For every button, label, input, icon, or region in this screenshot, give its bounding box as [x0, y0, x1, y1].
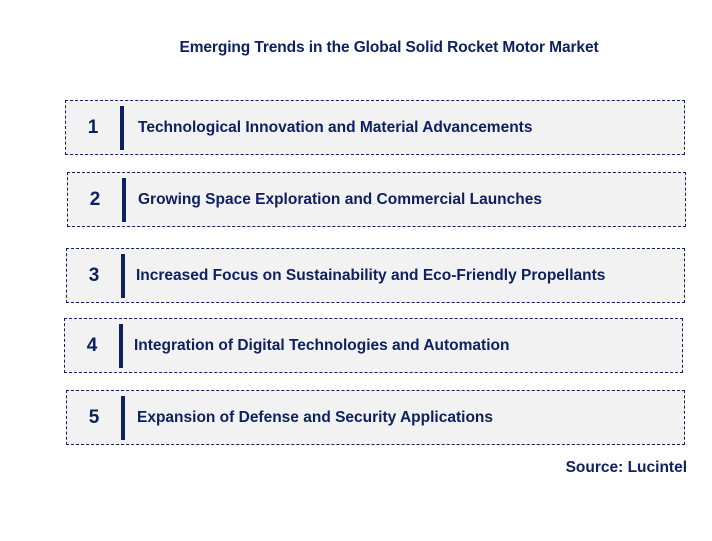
- trend-number: 5: [88, 406, 100, 428]
- trend-label: Expansion of Defense and Security Applic…: [137, 408, 494, 426]
- trend-number: 3: [88, 264, 100, 286]
- trend-label: Technological Innovation and Material Ad…: [138, 118, 533, 136]
- trend-divider-bar: [121, 254, 125, 298]
- trend-divider-bar: [122, 178, 126, 222]
- trend-item-5: 5 Expansion of Defense and Security Appl…: [66, 390, 685, 445]
- trend-divider-bar: [119, 324, 123, 368]
- trend-item-4: 4 Integration of Digital Technologies an…: [64, 318, 683, 373]
- trend-divider-bar: [121, 396, 125, 440]
- trend-label: Integration of Digital Technologies and …: [134, 336, 510, 354]
- source-label: Source: Lucintel: [565, 459, 687, 476]
- trend-number: 1: [87, 116, 99, 138]
- diagram-title: Emerging Trends in the Global Solid Rock…: [179, 39, 599, 56]
- trend-label: Growing Space Exploration and Commercial…: [138, 190, 542, 208]
- trend-label: Increased Focus on Sustainability and Ec…: [136, 266, 606, 284]
- trend-number: 4: [86, 334, 98, 356]
- trend-number: 2: [89, 188, 101, 210]
- trend-item-3: 3 Increased Focus on Sustainability and …: [66, 248, 685, 303]
- trend-item-1: 1 Technological Innovation and Material …: [65, 100, 685, 155]
- trend-divider-bar: [120, 106, 124, 150]
- trend-item-2: 2 Growing Space Exploration and Commerci…: [67, 172, 686, 227]
